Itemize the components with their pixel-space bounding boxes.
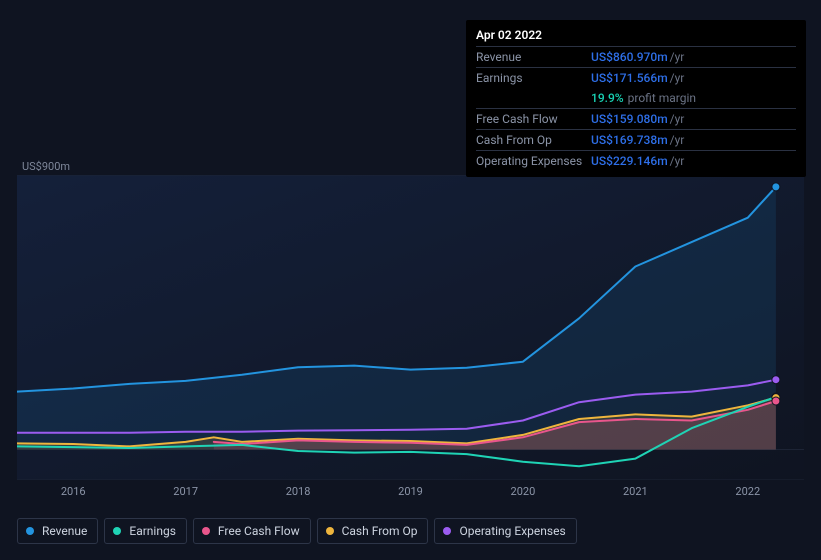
legend-label: Earnings [129, 524, 176, 538]
legend-dot-icon [113, 527, 121, 535]
tooltip-profit-margin-label: profit margin [628, 91, 696, 105]
x-axis-label: 2022 [735, 485, 760, 498]
tooltip-unit: /yr [670, 154, 685, 168]
tooltip-unit: /yr [670, 112, 685, 126]
tooltip-unit: /yr [670, 71, 685, 85]
x-axis-label: 2019 [398, 485, 423, 498]
tooltip-unit: /yr [670, 50, 685, 64]
tooltip-row-margin: 19.9% profit margin [476, 88, 796, 108]
tooltip-value: US$229.146m [591, 154, 668, 168]
x-axis-label: 2018 [286, 485, 311, 498]
legend-dot-icon [26, 527, 34, 535]
tooltip-label: Free Cash Flow [476, 112, 591, 126]
tooltip-label: Earnings [476, 71, 591, 85]
tooltip-value: US$159.080m [591, 112, 668, 126]
legend-dot-icon [326, 527, 334, 535]
tooltip: Apr 02 2022 Revenue US$860.970m /yr Earn… [466, 20, 806, 177]
tooltip-value: US$860.970m [591, 50, 668, 64]
tooltip-label: Operating Expenses [476, 154, 591, 168]
legend-label: Operating Expenses [459, 524, 565, 538]
legend-dot-icon [443, 527, 451, 535]
legend-label: Cash From Op [342, 524, 418, 538]
tooltip-label [476, 91, 591, 105]
chart-plot[interactable] [17, 175, 804, 480]
tooltip-label: Cash From Op [476, 133, 591, 147]
tooltip-unit: /yr [670, 133, 685, 147]
tooltip-row-cfo: Cash From Op US$169.738m /yr [476, 129, 796, 150]
legend-item-fcf[interactable]: Free Cash Flow [193, 518, 311, 544]
tooltip-value: US$171.566m [591, 71, 668, 85]
legend-dot-icon [202, 527, 210, 535]
legend-label: Free Cash Flow [218, 524, 300, 538]
tooltip-value: US$169.738m [591, 133, 668, 147]
x-axis-label: 2021 [623, 485, 648, 498]
legend-label: Revenue [42, 524, 87, 538]
legend: Revenue Earnings Free Cash Flow Cash From O… [17, 518, 577, 544]
legend-item-opex[interactable]: Operating Expenses [434, 518, 576, 544]
legend-item-revenue[interactable]: Revenue [17, 518, 98, 544]
tooltip-row-revenue: Revenue US$860.970m /yr [476, 46, 796, 67]
tooltip-row-earnings: Earnings US$171.566m /yr [476, 67, 796, 88]
tooltip-label: Revenue [476, 50, 591, 64]
tooltip-title: Apr 02 2022 [476, 28, 796, 46]
tooltip-row-fcf: Free Cash Flow US$159.080m /yr [476, 108, 796, 129]
tooltip-row-opex: Operating Expenses US$229.146m /yr [476, 150, 796, 171]
x-axis-label: 2020 [511, 485, 536, 498]
x-axis-label: 2016 [61, 485, 86, 498]
legend-item-cfo[interactable]: Cash From Op [317, 518, 429, 544]
tooltip-profit-margin: 19.9% [591, 91, 624, 105]
x-axis-label: 2017 [173, 485, 198, 498]
y-axis-label-900: US$900m [22, 160, 70, 173]
legend-item-earnings[interactable]: Earnings [104, 518, 187, 544]
